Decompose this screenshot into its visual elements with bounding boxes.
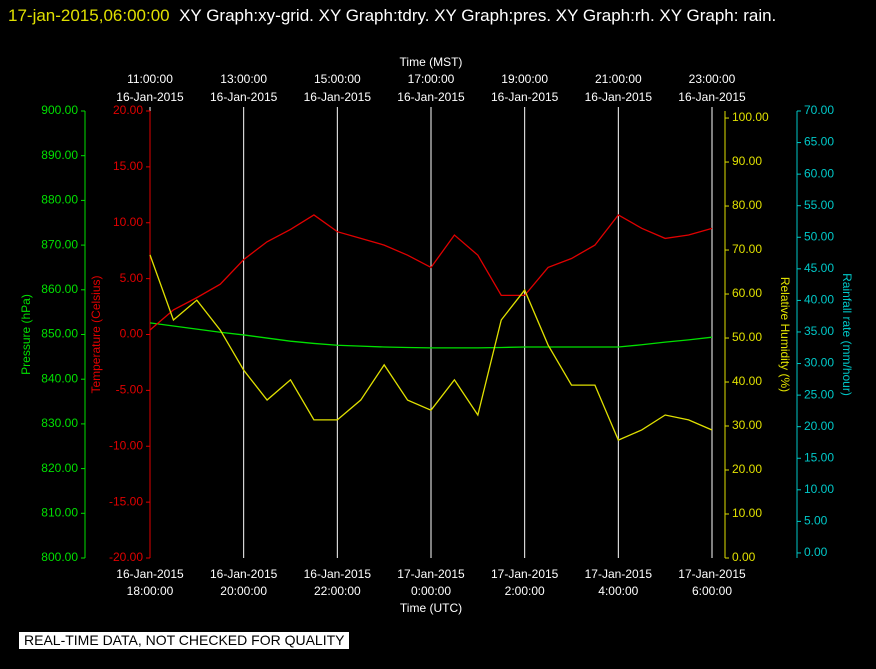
footer: REAL-TIME DATA, NOT CHECKED FOR QUALITY <box>19 632 350 649</box>
y3-tick-label: 30.00 <box>732 418 762 432</box>
y-tick-label: -15.00 <box>109 494 143 508</box>
x2-tick-label: 16-Jan-2015 <box>116 90 184 104</box>
y4-tick-label: 15.00 <box>804 450 834 464</box>
y4-tick-label: 25.00 <box>804 387 834 401</box>
y2-tick-label: 800.00 <box>41 550 78 564</box>
y4-tick-label: 35.00 <box>804 324 834 338</box>
y4-tick-label: 30.00 <box>804 356 834 370</box>
y3-tick-label: 100.00 <box>732 110 769 124</box>
y2-tick-label: 900.00 <box>41 103 78 117</box>
x-tick-label: 2:00:00 <box>505 584 545 598</box>
x-tick-label: 16-Jan-2015 <box>210 567 278 581</box>
y-tick-label: -20.00 <box>109 550 143 564</box>
y4-tick-label: 5.00 <box>804 514 828 528</box>
y2-tick-label: 850.00 <box>41 327 78 341</box>
y4-tick-label: 20.00 <box>804 419 834 433</box>
x-tick-label: 6:00:00 <box>692 584 732 598</box>
y2-tick-label: 890.00 <box>41 148 78 162</box>
x-tick-label: 16-Jan-2015 <box>304 567 372 581</box>
y3-tick-label: 50.00 <box>732 330 762 344</box>
header: 17-jan-2015,06:00:00 XY Graph:xy-grid. X… <box>8 2 868 30</box>
x-tick-label: 0:00:00 <box>411 584 451 598</box>
x-tick-label: 17-Jan-2015 <box>397 567 465 581</box>
x2-tick-label: 23:00:00 <box>689 72 736 86</box>
y4-tick-label: 40.00 <box>804 293 834 307</box>
y-tick-label: -5.00 <box>116 383 144 397</box>
x2-tick-label: 16-Jan-2015 <box>397 90 465 104</box>
x-tick-label: 17-Jan-2015 <box>585 567 653 581</box>
y4-tick-label: 70.00 <box>804 103 834 117</box>
x2-tick-label: 16-Jan-2015 <box>304 90 372 104</box>
y2-tick-label: 840.00 <box>41 371 78 385</box>
y2-axis-title: Pressure (hPa) <box>19 294 33 375</box>
x2-axis-title: Time (MST) <box>400 55 463 69</box>
y4-tick-label: 60.00 <box>804 166 834 180</box>
y2-tick-label: 810.00 <box>41 505 78 519</box>
title-time: 17-jan-2015,06:00:00 <box>8 6 170 25</box>
x2-tick-label: 13:00:00 <box>220 72 267 86</box>
y3-axis-title: Relative Humidity (%) <box>778 277 792 392</box>
series-line <box>149 254 713 441</box>
y-tick-label: 10.00 <box>113 215 143 229</box>
series-line <box>149 214 713 331</box>
x2-tick-label: 16-Jan-2015 <box>491 90 559 104</box>
y-axis-title: Temperature (Celsius) <box>89 275 103 393</box>
y-tick-label: 15.00 <box>113 159 143 173</box>
y4-tick-label: 55.00 <box>804 198 834 212</box>
x2-tick-label: 17:00:00 <box>408 72 455 86</box>
y3-tick-label: 70.00 <box>732 242 762 256</box>
y2-tick-label: 860.00 <box>41 282 78 296</box>
x-tick-label: 18:00:00 <box>127 584 174 598</box>
x2-tick-label: 16-Jan-2015 <box>585 90 653 104</box>
title: XY Graph:xy-grid. XY Graph:tdry. XY Grap… <box>179 6 777 25</box>
y-tick-label: 20.00 <box>113 103 143 117</box>
y-tick-label: 0.00 <box>120 327 144 341</box>
x2-tick-label: 16-Jan-2015 <box>210 90 278 104</box>
x2-tick-label: 19:00:00 <box>501 72 548 86</box>
y3-tick-label: 0.00 <box>732 550 756 564</box>
x-tick-label: 4:00:00 <box>598 584 638 598</box>
y3-tick-label: 20.00 <box>732 462 762 476</box>
y4-tick-label: 65.00 <box>804 135 834 149</box>
y2-tick-label: 870.00 <box>41 237 78 251</box>
y3-tick-label: 90.00 <box>732 154 762 168</box>
y4-tick-label: 10.00 <box>804 482 834 496</box>
y3-tick-label: 40.00 <box>732 374 762 388</box>
y2-tick-label: 830.00 <box>41 416 78 430</box>
x-axis-title: Time (UTC) <box>400 601 462 615</box>
y3-tick-label: 10.00 <box>732 506 762 520</box>
x2-tick-label: 15:00:00 <box>314 72 361 86</box>
x-tick-label: 16-Jan-2015 <box>116 567 184 581</box>
y4-axis-title: Rainfall rate (mm/hour) <box>840 273 854 396</box>
x2-tick-label: 21:00:00 <box>595 72 642 86</box>
y3-tick-label: 80.00 <box>732 198 762 212</box>
x-tick-label: 20:00:00 <box>220 584 267 598</box>
y2-tick-label: 820.00 <box>41 461 78 475</box>
y2-tick-label: 880.00 <box>41 193 78 207</box>
y-tick-label: 5.00 <box>120 271 144 285</box>
y3-tick-label: 60.00 <box>732 286 762 300</box>
y4-tick-label: 45.00 <box>804 261 834 275</box>
series-line <box>149 322 713 349</box>
y4-tick-label: 50.00 <box>804 229 834 243</box>
y4-tick-label: 0.00 <box>804 545 828 559</box>
x2-tick-label: 16-Jan-2015 <box>678 90 746 104</box>
x2-tick-label: 11:00:00 <box>127 72 173 86</box>
x-tick-label: 17-Jan-2015 <box>678 567 746 581</box>
y-tick-label: -10.00 <box>109 438 143 452</box>
x-tick-label: 17-Jan-2015 <box>491 567 559 581</box>
x-tick-label: 22:00:00 <box>314 584 361 598</box>
